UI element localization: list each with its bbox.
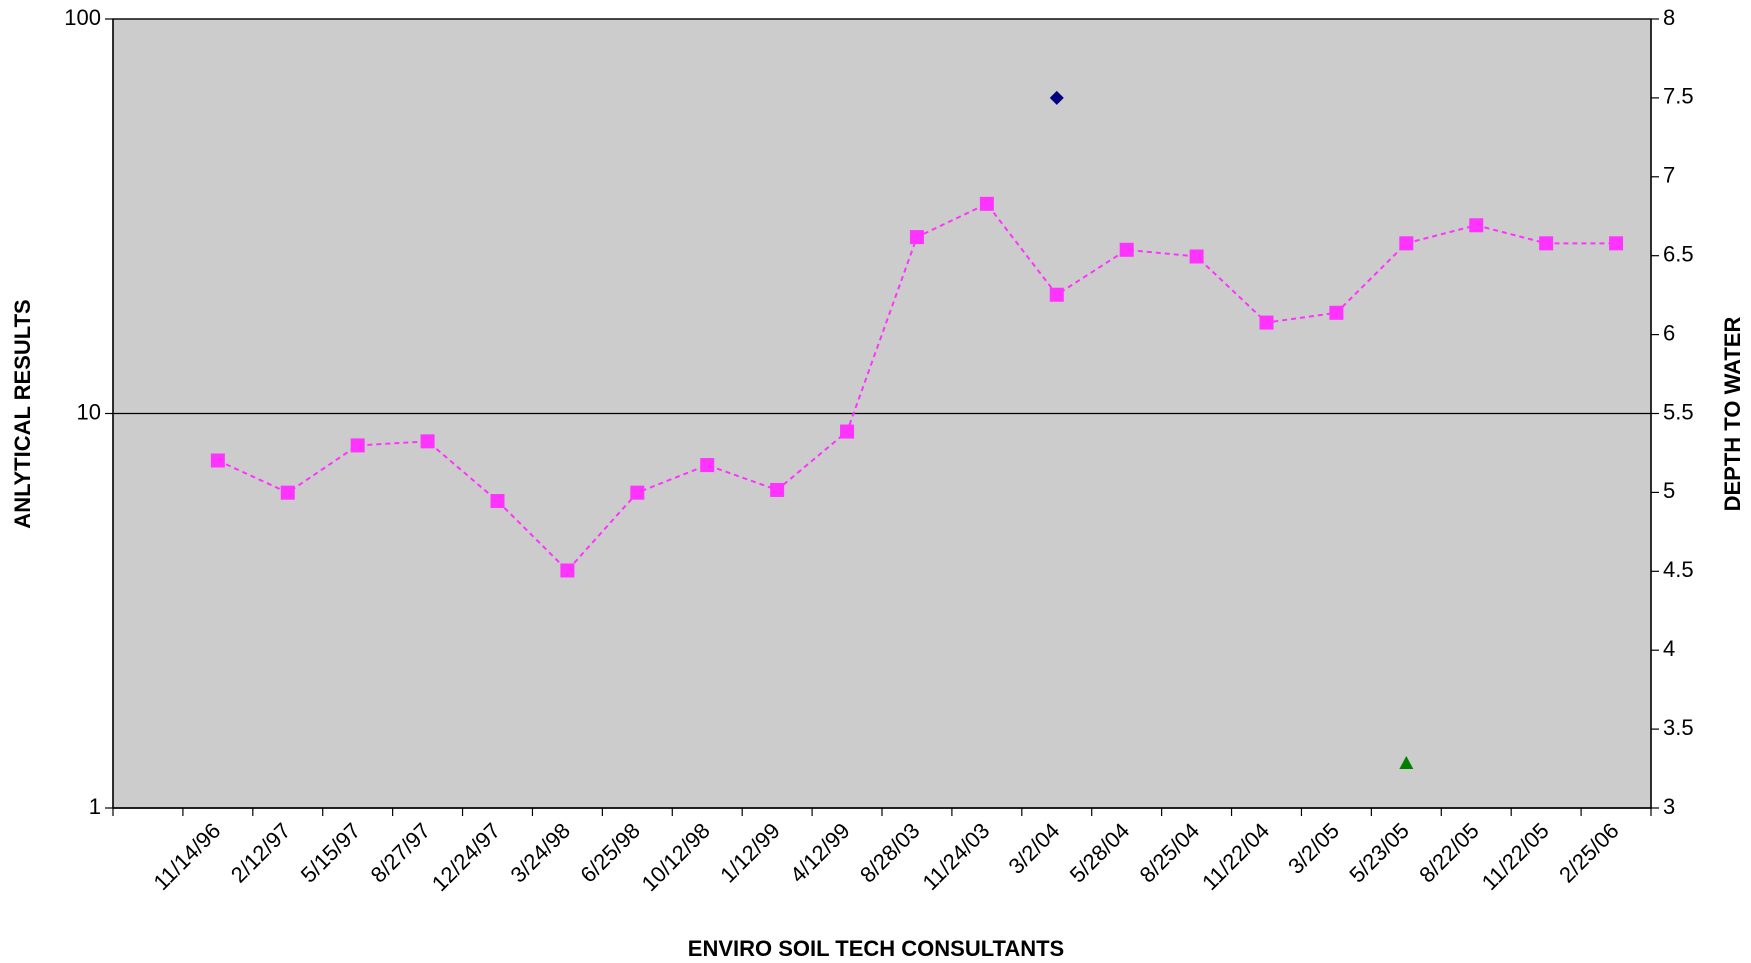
marker-square bbox=[979, 196, 994, 211]
y-axis-label: ANLYTICAL RESULTS bbox=[10, 299, 35, 528]
x-tick-label: 11/14/96 bbox=[148, 818, 225, 895]
marker-square bbox=[490, 494, 505, 509]
x-tick-label: 8/28/03 bbox=[855, 818, 925, 888]
y-tick-label: 1 bbox=[89, 794, 101, 819]
marker-square bbox=[840, 424, 855, 439]
x-tick-label: 3/2/05 bbox=[1283, 818, 1344, 879]
marker-square bbox=[280, 485, 295, 500]
y2-tick-label: 6 bbox=[1663, 320, 1675, 345]
marker-square bbox=[560, 563, 575, 578]
y-tick-label: 100 bbox=[64, 5, 101, 30]
x-tick-label: 11/22/04 bbox=[1197, 818, 1274, 895]
marker-square bbox=[1469, 218, 1484, 233]
x-tick-label: 4/12/99 bbox=[785, 818, 855, 888]
x-tick-label: 5/23/05 bbox=[1344, 818, 1414, 888]
x-tick-label: 1/12/99 bbox=[715, 818, 785, 888]
marker-square bbox=[1609, 236, 1624, 251]
marker-square bbox=[1539, 236, 1554, 251]
y2-tick-label: 8 bbox=[1663, 5, 1675, 30]
x-tick-label: 3/2/04 bbox=[1003, 818, 1064, 879]
y-tick-label: 10 bbox=[77, 399, 101, 424]
x-tick-label: 3/24/98 bbox=[505, 818, 575, 888]
marker-square bbox=[630, 485, 645, 500]
x-tick-label: 5/15/97 bbox=[296, 818, 366, 888]
marker-square bbox=[1189, 249, 1204, 264]
x-tick-label: 5/28/04 bbox=[1065, 818, 1135, 888]
x-tick-label: 11/22/05 bbox=[1477, 818, 1554, 895]
y2-tick-label: 3 bbox=[1663, 794, 1675, 819]
marker-square bbox=[770, 482, 785, 497]
y2-tick-label: 6.5 bbox=[1663, 242, 1694, 267]
marker-square bbox=[210, 453, 225, 468]
y2-tick-label: 5 bbox=[1663, 478, 1675, 503]
marker-square bbox=[1049, 287, 1064, 302]
marker-square bbox=[909, 230, 924, 245]
marker-triangle bbox=[1399, 756, 1414, 770]
marker-diamond bbox=[1049, 90, 1064, 105]
marker-square bbox=[1259, 315, 1274, 330]
y2-tick-label: 7 bbox=[1663, 163, 1675, 188]
x-tick-label: 8/27/97 bbox=[366, 818, 436, 888]
y2-axis-label: DEPTH TO WATER bbox=[1720, 317, 1745, 512]
x-tick-label: 2/25/06 bbox=[1554, 818, 1624, 888]
x-tick-label: 6/25/98 bbox=[575, 818, 645, 888]
marker-square bbox=[1329, 305, 1344, 320]
y2-tick-label: 7.5 bbox=[1663, 84, 1694, 109]
x-tick-label: 2/12/97 bbox=[226, 818, 296, 888]
x-tick-label: 12/24/97 bbox=[427, 818, 505, 896]
y2-tick-label: 3.5 bbox=[1663, 715, 1694, 740]
marker-square bbox=[1119, 242, 1134, 257]
y2-tick-label: 5.5 bbox=[1663, 399, 1694, 424]
x-tick-label: 11/24/03 bbox=[917, 818, 994, 895]
marker-square bbox=[700, 458, 715, 473]
x-axis-label: ENVIRO SOIL TECH CONSULTANTS bbox=[688, 936, 1064, 961]
marker-square bbox=[350, 438, 365, 453]
x-tick-label: 10/12/98 bbox=[637, 818, 715, 896]
marker-square bbox=[1399, 236, 1414, 251]
x-tick-label: 8/22/05 bbox=[1414, 818, 1484, 888]
y2-tick-label: 4 bbox=[1663, 636, 1675, 661]
marker-square bbox=[420, 434, 435, 449]
x-tick-label: 8/25/04 bbox=[1135, 818, 1205, 888]
y2-tick-label: 4.5 bbox=[1663, 557, 1694, 582]
